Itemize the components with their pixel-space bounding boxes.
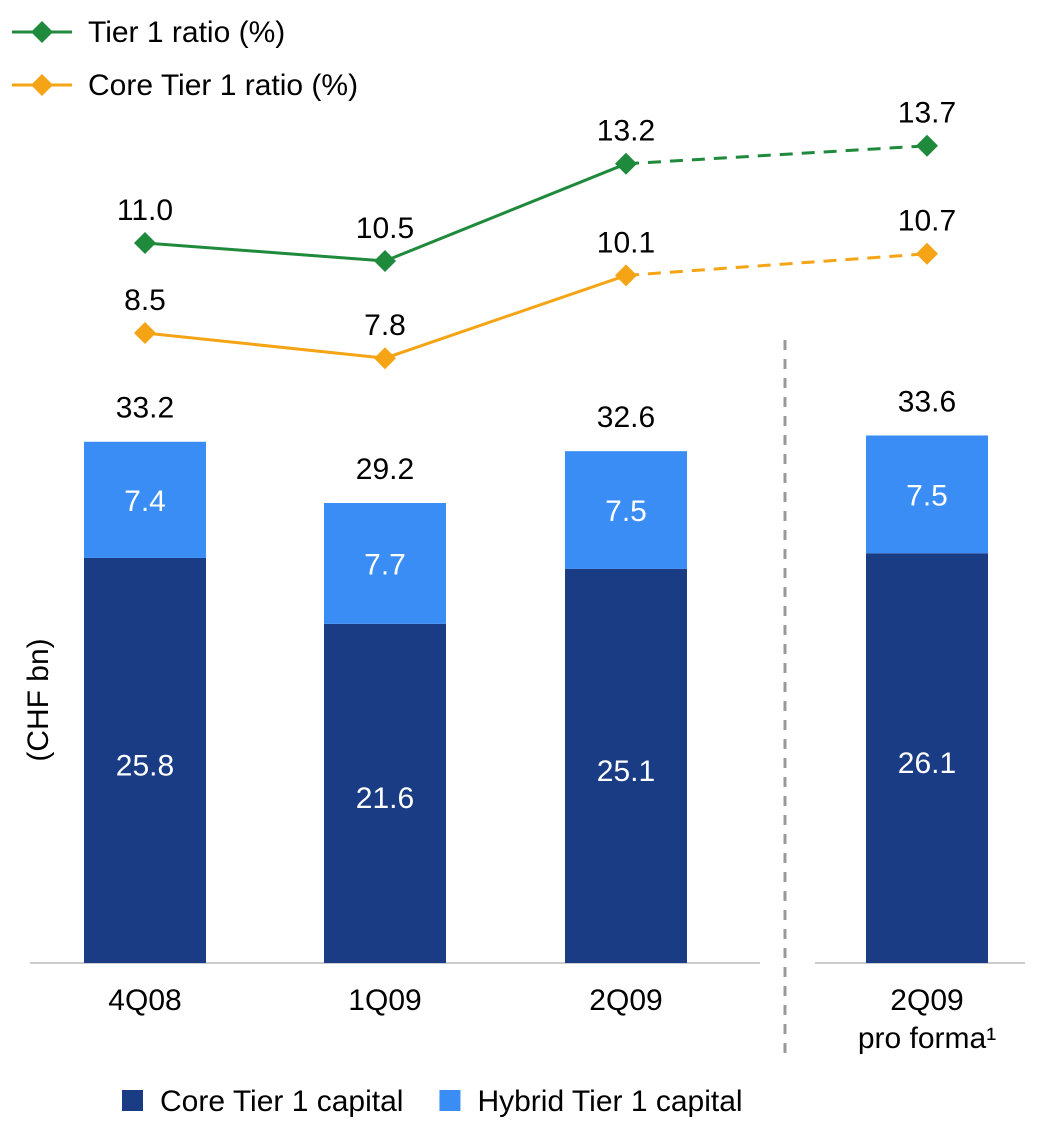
y-axis-label: (CHF bn) — [22, 638, 55, 761]
bar-value-label: 7.5 — [605, 495, 647, 528]
total-label: 33.2 — [116, 392, 174, 425]
x-tick-label: 1Q09 — [348, 984, 422, 1017]
line-value-label: 7.8 — [364, 309, 406, 342]
legend-label: Core Tier 1 capital — [160, 1085, 403, 1118]
line-marker — [916, 134, 938, 157]
bar-value-label: 21.6 — [356, 782, 414, 815]
line-value-label: 10.1 — [597, 226, 655, 259]
bar-segment — [84, 557, 206, 963]
bar-segment — [324, 502, 446, 624]
line-marker — [615, 152, 637, 175]
bar-segment — [565, 568, 687, 963]
line-marker — [134, 322, 156, 344]
total-label: 29.2 — [356, 453, 414, 486]
legend-marker — [31, 74, 53, 96]
bar-segment — [565, 451, 687, 569]
bar-value-label: 26.1 — [898, 747, 956, 780]
line-value-label: 8.5 — [124, 284, 166, 317]
line-marker — [374, 347, 396, 370]
legend-marker — [31, 21, 53, 43]
line-marker — [134, 232, 156, 254]
bar-segment — [324, 623, 446, 963]
legend-swatch — [122, 1090, 143, 1111]
x-tick-label: 4Q08 — [108, 984, 182, 1017]
legend-label: Core Tier 1 ratio (%) — [88, 69, 358, 102]
legend-label: Tier 1 ratio (%) — [88, 16, 285, 49]
line-projection — [625, 144, 928, 166]
total-label: 32.6 — [597, 401, 655, 434]
x-tick-label: 2Q09 pro forma¹ — [857, 984, 997, 1055]
bar-value-label: 25.8 — [116, 749, 174, 782]
bar-segment — [866, 435, 988, 554]
bar-value-label: 7.4 — [124, 485, 166, 518]
x-tick-label: 2Q09 — [589, 984, 663, 1017]
bar-segment — [866, 553, 988, 963]
total-label: 33.6 — [898, 385, 956, 418]
line-value-label: 11.0 — [117, 194, 173, 227]
line-projection — [625, 252, 928, 277]
line-value-label: 10.5 — [356, 212, 414, 245]
line-marker — [615, 264, 637, 287]
bar-segment — [84, 441, 206, 558]
legend-label: Hybrid Tier 1 capital — [477, 1085, 742, 1118]
line-value-label: 13.7 — [898, 97, 956, 130]
line-value-label: 10.7 — [898, 205, 956, 238]
line-marker — [374, 250, 396, 272]
bar-value-label: 25.1 — [597, 755, 655, 788]
legend-swatch — [439, 1090, 461, 1111]
bar-value-label: 7.7 — [364, 548, 406, 581]
line-marker — [916, 242, 938, 265]
line-value-label: 13.2 — [597, 115, 655, 148]
bar-value-label: 7.5 — [906, 479, 948, 512]
